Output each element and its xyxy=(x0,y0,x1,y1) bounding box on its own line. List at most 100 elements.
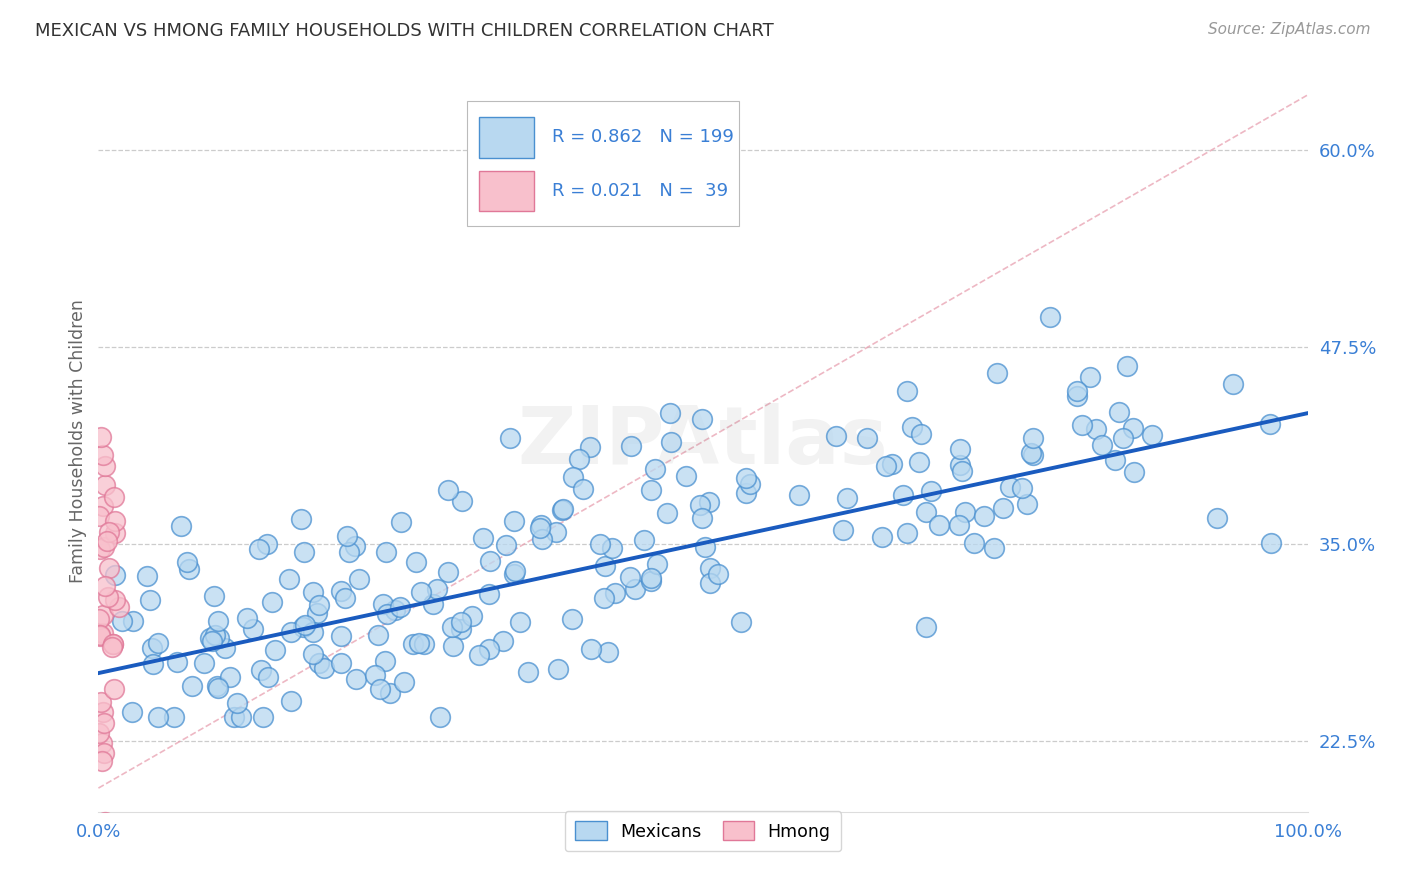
Point xyxy=(162,710,184,724)
Point xyxy=(89,629,111,643)
Point xyxy=(207,614,229,628)
Point xyxy=(101,638,124,652)
Point xyxy=(374,654,396,668)
Point xyxy=(207,681,229,696)
Point xyxy=(495,538,517,552)
Point xyxy=(176,554,198,568)
Point xyxy=(644,462,666,476)
Point xyxy=(640,571,662,585)
Point xyxy=(180,679,202,693)
Point xyxy=(572,483,595,497)
Point xyxy=(499,431,522,445)
Point xyxy=(208,632,231,646)
Point xyxy=(93,459,115,474)
Point xyxy=(93,746,115,760)
Point xyxy=(986,366,1008,380)
Point xyxy=(1011,481,1033,495)
Point xyxy=(121,705,143,719)
Point xyxy=(108,599,131,614)
Point xyxy=(91,705,114,719)
Point xyxy=(292,545,315,559)
Point xyxy=(598,645,620,659)
Point xyxy=(148,636,170,650)
Point xyxy=(93,715,115,730)
Point xyxy=(219,670,242,684)
Point xyxy=(330,629,353,643)
Point xyxy=(689,498,711,512)
Point xyxy=(640,483,662,498)
Point xyxy=(1022,431,1045,445)
Point xyxy=(973,509,995,524)
Point xyxy=(450,615,472,629)
Point xyxy=(222,710,245,724)
Point xyxy=(1070,418,1092,433)
Point xyxy=(675,468,697,483)
Point xyxy=(478,587,501,601)
Point xyxy=(100,640,122,654)
Point xyxy=(394,675,416,690)
Point xyxy=(551,502,574,516)
Point xyxy=(91,626,114,640)
Point xyxy=(581,641,603,656)
Point xyxy=(337,545,360,559)
Point xyxy=(375,545,398,559)
Point xyxy=(97,561,120,575)
Point xyxy=(478,642,501,657)
Text: R = 0.021   N =  39: R = 0.021 N = 39 xyxy=(551,182,728,200)
Point xyxy=(952,464,974,478)
Point xyxy=(256,537,278,551)
Point xyxy=(479,553,502,567)
Point xyxy=(492,634,515,648)
Point xyxy=(422,597,444,611)
Point xyxy=(91,755,114,769)
Point xyxy=(503,565,526,579)
Point xyxy=(371,597,394,611)
Point xyxy=(413,637,436,651)
Point xyxy=(1142,428,1164,442)
Point xyxy=(619,570,641,584)
Text: R = 0.862   N = 199: R = 0.862 N = 199 xyxy=(551,128,734,146)
Point xyxy=(579,440,602,454)
Point xyxy=(880,457,903,471)
Point xyxy=(277,572,299,586)
Point xyxy=(620,439,643,453)
Point xyxy=(368,682,391,697)
Point xyxy=(93,607,115,622)
Point xyxy=(250,663,273,677)
Point xyxy=(302,647,325,661)
Point xyxy=(214,640,236,655)
Point xyxy=(96,534,118,549)
Point xyxy=(699,495,721,509)
Point xyxy=(441,639,464,653)
Point xyxy=(875,458,897,473)
Text: ZIPAtlas: ZIPAtlas xyxy=(517,402,889,481)
Point xyxy=(948,517,970,532)
Point xyxy=(605,586,627,600)
Point xyxy=(896,526,918,541)
Point xyxy=(901,420,924,434)
Point xyxy=(136,568,159,582)
Point xyxy=(450,493,472,508)
Point xyxy=(349,572,371,586)
Point xyxy=(312,661,335,675)
Point xyxy=(205,679,228,693)
Point xyxy=(257,670,280,684)
Point xyxy=(229,710,252,724)
Point xyxy=(789,488,811,502)
Point xyxy=(363,668,385,682)
Text: MEXICAN VS HMONG FAMILY HOUSEHOLDS WITH CHILDREN CORRELATION CHART: MEXICAN VS HMONG FAMILY HOUSEHOLDS WITH … xyxy=(35,22,773,40)
Point xyxy=(198,631,221,645)
Point xyxy=(308,599,330,613)
Point xyxy=(333,591,356,605)
Point xyxy=(896,384,918,399)
Point xyxy=(953,505,976,519)
Point xyxy=(97,590,120,604)
Point xyxy=(1000,480,1022,494)
Point xyxy=(623,582,645,596)
Point xyxy=(138,593,160,607)
Point xyxy=(692,412,714,426)
Point xyxy=(169,519,191,533)
Point xyxy=(103,681,125,696)
Point xyxy=(1222,376,1244,391)
Point xyxy=(1039,310,1062,325)
